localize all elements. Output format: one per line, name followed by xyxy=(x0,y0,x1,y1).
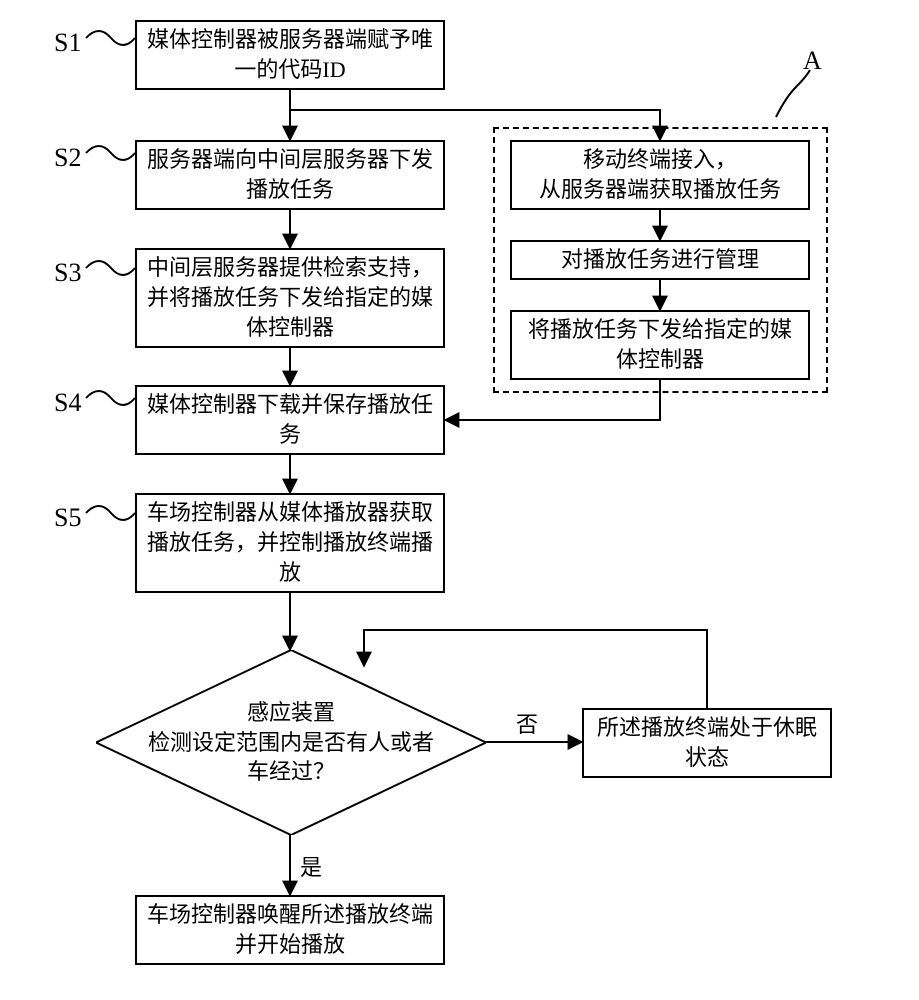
node-s5: 车场控制器从媒体播放器获取播放任务，并控制播放终端播放 xyxy=(135,493,445,593)
node-wake-text: 车场控制器唤醒所述播放终端并开始播放 xyxy=(147,900,433,959)
node-s2: 服务器端向中间层服务器下发播放任务 xyxy=(135,140,445,210)
tilde-a xyxy=(776,70,810,117)
tilde-s5 xyxy=(86,506,135,520)
node-a3: 将播放任务下发给指定的媒体控制器 xyxy=(510,310,810,380)
group-label-a: A xyxy=(803,46,822,76)
node-s1: 媒体控制器被服务器端赋予唯一的代码ID xyxy=(135,20,445,90)
tilde-s3 xyxy=(86,261,135,275)
node-wake: 车场控制器唤醒所述播放终端并开始播放 xyxy=(135,895,445,965)
tilde-s1 xyxy=(86,31,135,45)
edge-label-no: 否 xyxy=(516,707,538,739)
node-sleep-text: 所述播放终端处于休眠状态 xyxy=(594,713,820,772)
node-s5-text: 车场控制器从媒体播放器获取播放任务，并控制播放终端播放 xyxy=(147,498,433,587)
step-label-s1: S1 xyxy=(54,28,81,58)
decision-diamond: 感应装置 检测设定范围内是否有人或者车经过？ xyxy=(96,650,486,835)
tilde-s2 xyxy=(86,146,135,160)
node-s2-text: 服务器端向中间层服务器下发播放任务 xyxy=(147,145,433,204)
node-a3-text: 将播放任务下发给指定的媒体控制器 xyxy=(522,315,798,374)
node-a2-text: 对播放任务进行管理 xyxy=(561,245,759,275)
node-s1-text: 媒体控制器被服务器端赋予唯一的代码ID xyxy=(147,25,433,84)
step-label-s4: S4 xyxy=(54,388,81,418)
edge-label-yes: 是 xyxy=(300,850,322,882)
step-label-s5: S5 xyxy=(54,503,81,533)
step-label-s2: S2 xyxy=(54,143,81,173)
tilde-s4 xyxy=(86,391,135,405)
node-a1: 移动终端接入， 从服务器端获取播放任务 xyxy=(510,140,810,210)
decision-text: 感应装置 检测设定范围内是否有人或者车经过？ xyxy=(146,698,436,787)
node-s4-text: 媒体控制器下载并保存播放任务 xyxy=(147,390,433,449)
step-label-s3: S3 xyxy=(54,258,81,288)
node-a2: 对播放任务进行管理 xyxy=(510,240,810,280)
node-sleep: 所述播放终端处于休眠状态 xyxy=(582,708,832,778)
node-s3: 中间层服务器提供检索支持，并将播放任务下发给指定的媒体控制器 xyxy=(135,248,445,348)
node-a1-text: 移动终端接入， 从服务器端获取播放任务 xyxy=(539,145,781,204)
node-s4: 媒体控制器下载并保存播放任务 xyxy=(135,385,445,455)
node-s3-text: 中间层服务器提供检索支持，并将播放任务下发给指定的媒体控制器 xyxy=(147,253,433,342)
